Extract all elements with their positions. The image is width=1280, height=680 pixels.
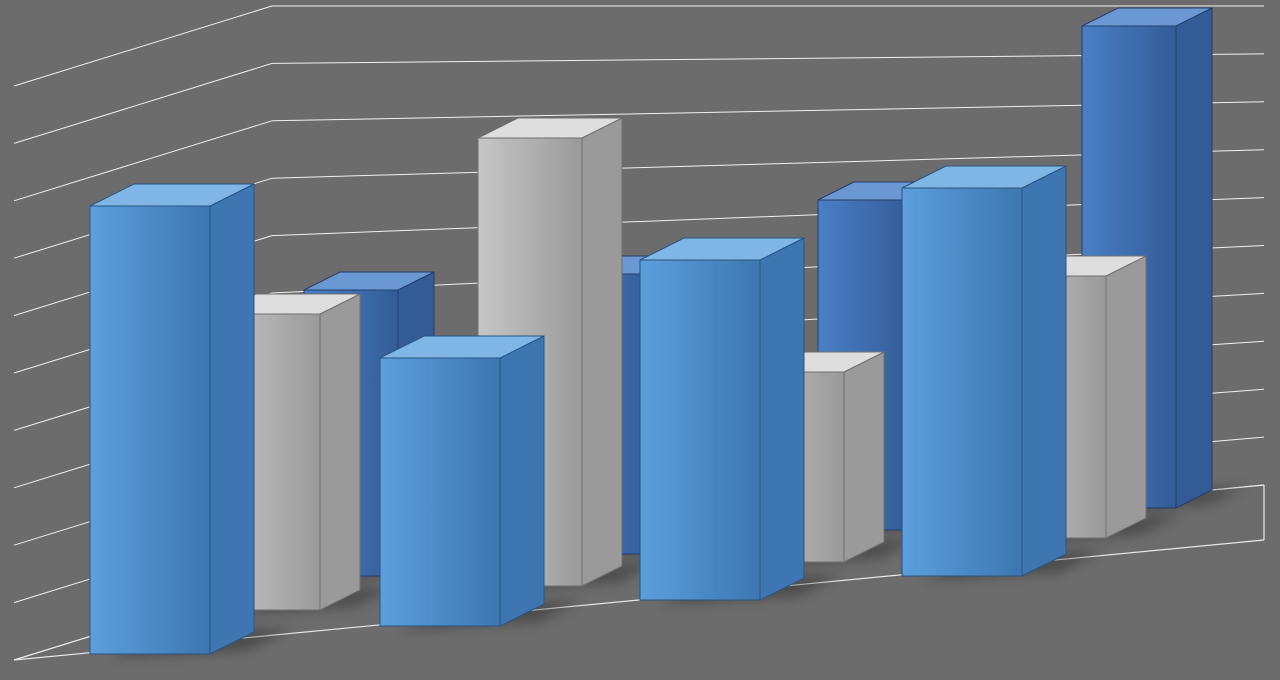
bar-chart-3d [0, 0, 1280, 680]
bar-front-1 [380, 336, 544, 626]
bar-front-2 [640, 238, 804, 600]
bar-front-0 [90, 184, 254, 654]
bar-front-3 [902, 166, 1066, 576]
